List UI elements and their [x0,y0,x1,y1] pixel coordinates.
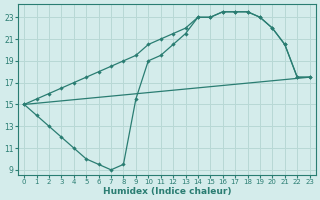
X-axis label: Humidex (Indice chaleur): Humidex (Indice chaleur) [103,187,231,196]
